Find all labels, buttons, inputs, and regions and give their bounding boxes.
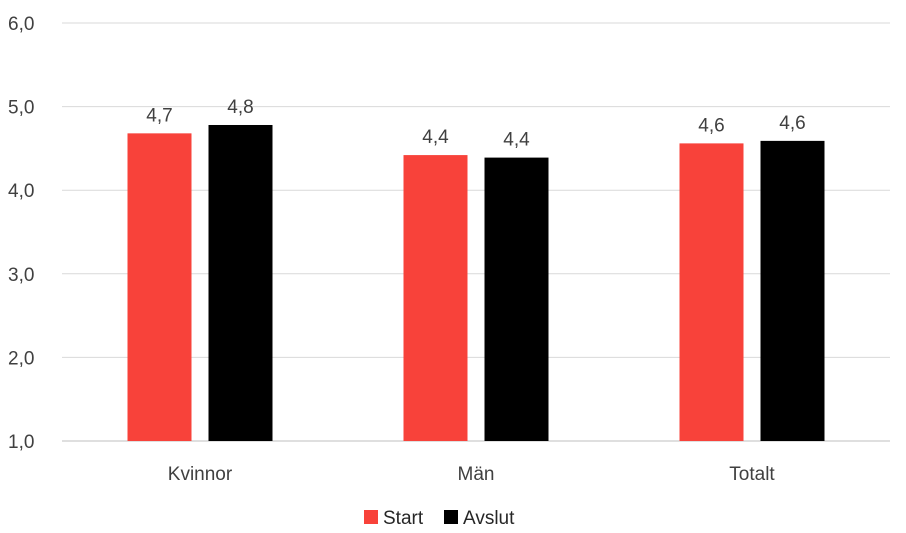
y-axis-ticks: 1,0 2,0 3,0 4,0 5,0 6,0: [8, 14, 34, 453]
legend: Start Avslut: [364, 508, 515, 529]
gridlines: [62, 22, 890, 442]
legend-label-avslut: Avslut: [463, 508, 515, 529]
y-tick-label: 5,0: [8, 98, 34, 119]
x-category-label: Totalt: [729, 464, 775, 485]
bar-avslut-2: [760, 140, 825, 441]
y-tick-label: 4,0: [8, 181, 34, 202]
data-labels: 4,7 4,8 4,4 4,4 4,6 4,6: [146, 97, 805, 151]
x-category-label: Män: [458, 464, 495, 485]
data-label: 4,6: [779, 113, 805, 134]
bars: [127, 124, 825, 442]
legend-swatch-avslut: [444, 510, 458, 524]
bar-avslut-0: [208, 124, 273, 441]
data-label: 4,4: [503, 130, 530, 151]
bar-start-2: [679, 143, 744, 441]
y-tick-label: 6,0: [8, 14, 34, 35]
data-label: 4,8: [227, 97, 253, 118]
legend-label-start: Start: [383, 508, 424, 529]
y-tick-label: 1,0: [8, 432, 34, 453]
data-label: 4,6: [698, 115, 724, 136]
data-label: 4,7: [146, 105, 172, 126]
bar-start-0: [127, 133, 192, 442]
bar-avslut-1: [484, 157, 549, 441]
x-category-label: Kvinnor: [168, 464, 233, 485]
bar-start-1: [403, 155, 468, 441]
data-label: 4,4: [422, 127, 449, 148]
y-tick-label: 3,0: [8, 265, 34, 286]
legend-swatch-start: [364, 510, 378, 524]
y-tick-label: 2,0: [8, 348, 34, 369]
x-axis-categories: Kvinnor Män Totalt: [168, 464, 776, 485]
